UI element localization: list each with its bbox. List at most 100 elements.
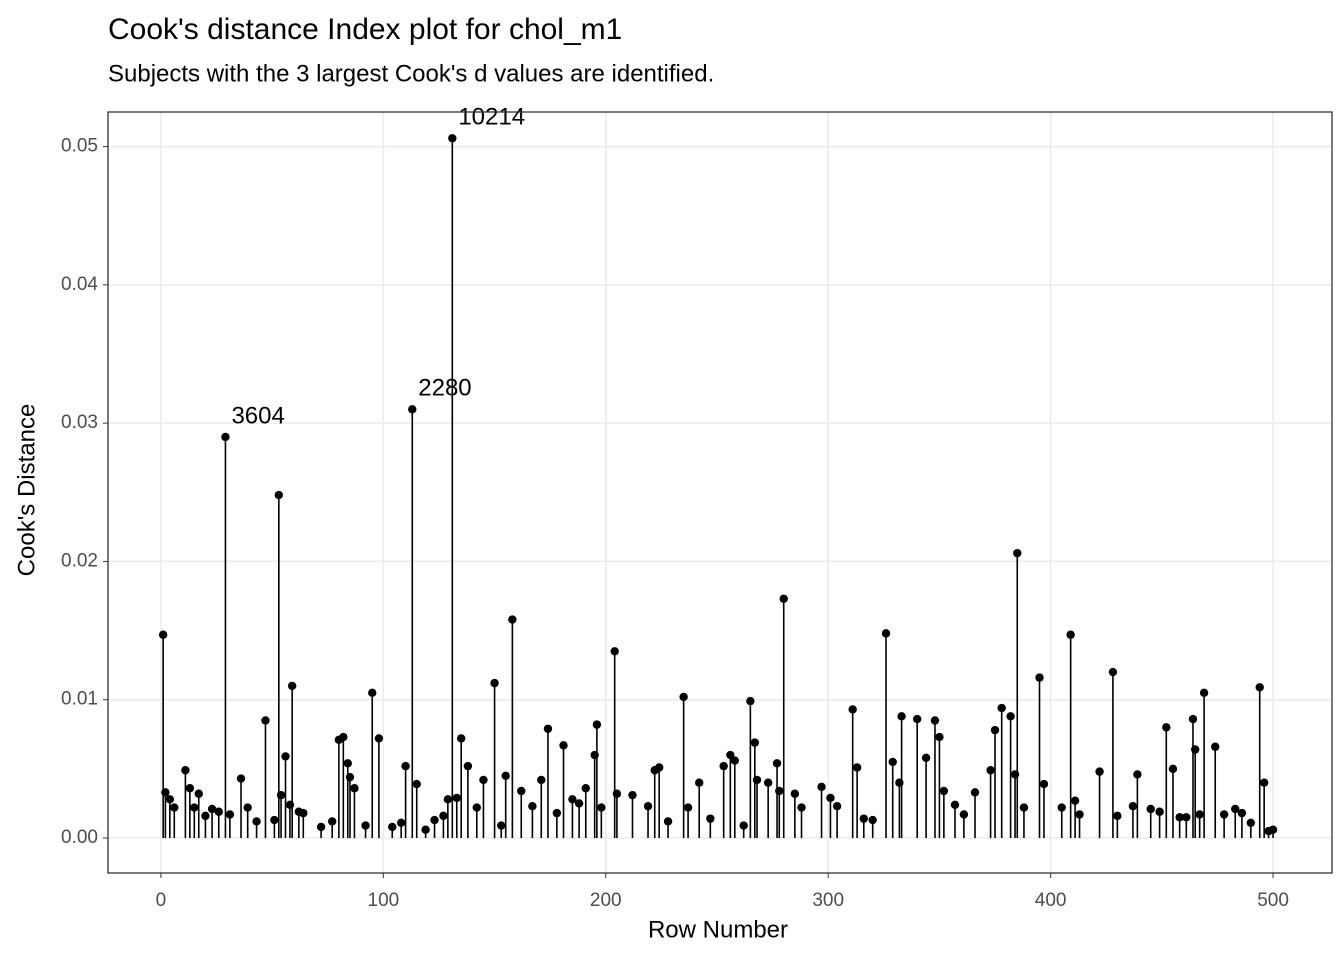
point	[225, 810, 235, 819]
point	[214, 807, 223, 816]
point-label: 3604	[231, 402, 284, 429]
point	[328, 817, 337, 826]
point	[276, 790, 286, 800]
point	[388, 822, 397, 832]
point	[921, 753, 931, 763]
y-tick-label: 0.01	[61, 689, 98, 710]
point-label: 10214	[458, 104, 525, 131]
x-tick-label: 500	[1257, 890, 1289, 911]
point	[1039, 779, 1049, 789]
point	[161, 788, 170, 797]
point	[1231, 804, 1240, 814]
point	[1246, 818, 1256, 828]
point	[270, 815, 279, 825]
y-tick-label: 0.04	[61, 274, 98, 295]
point	[528, 802, 537, 811]
point	[472, 803, 481, 812]
point	[610, 647, 619, 656]
point	[207, 804, 217, 814]
point	[339, 732, 348, 742]
point	[852, 763, 862, 772]
point	[897, 712, 906, 721]
point	[1219, 810, 1229, 819]
point-label: 2280	[418, 375, 471, 402]
chart-title: Cook's distance Index plot for chol_m1	[108, 13, 622, 46]
point	[374, 734, 384, 743]
point	[1006, 712, 1015, 721]
point	[497, 821, 506, 830]
point	[1070, 796, 1080, 805]
point	[750, 738, 760, 747]
y-tick-label: 0.03	[61, 412, 98, 433]
point	[401, 761, 410, 771]
point	[345, 772, 355, 782]
point	[517, 786, 526, 796]
point	[997, 703, 1006, 713]
y-tick-label: 0.00	[61, 827, 98, 848]
point	[190, 803, 199, 812]
point	[479, 775, 488, 785]
point	[1146, 804, 1155, 814]
point	[501, 771, 510, 780]
point	[817, 782, 826, 792]
point	[1168, 764, 1178, 774]
x-tick-label: 200	[590, 890, 622, 911]
point	[970, 788, 980, 797]
point	[826, 793, 835, 803]
point	[165, 795, 175, 804]
y-tick-label: 0.05	[61, 136, 98, 157]
x-tick-label: 0	[156, 890, 167, 911]
point	[559, 741, 568, 750]
point	[706, 814, 715, 823]
point	[628, 790, 637, 800]
point	[597, 803, 606, 812]
point	[695, 778, 704, 787]
point	[1057, 803, 1066, 812]
point	[316, 822, 326, 832]
point	[683, 803, 693, 812]
point	[574, 799, 584, 808]
point	[343, 759, 352, 768]
point	[158, 630, 168, 639]
point	[1162, 723, 1171, 732]
point	[581, 784, 590, 793]
point	[643, 802, 653, 811]
panel-border	[107, 111, 1333, 874]
point	[752, 775, 762, 785]
point	[274, 490, 284, 500]
point	[868, 815, 877, 825]
point	[537, 775, 546, 785]
point	[412, 779, 421, 789]
point	[1175, 813, 1184, 822]
point	[181, 766, 190, 775]
point	[508, 615, 517, 624]
point	[739, 821, 748, 830]
point	[568, 795, 577, 804]
point	[935, 732, 944, 742]
point	[408, 405, 417, 414]
point	[930, 716, 940, 725]
point	[939, 786, 949, 796]
point	[543, 724, 553, 733]
point	[590, 750, 599, 760]
point	[730, 756, 739, 765]
point	[1259, 778, 1269, 787]
point	[663, 817, 673, 826]
point	[261, 716, 270, 725]
point	[1128, 802, 1138, 811]
point	[201, 811, 210, 821]
point	[1182, 813, 1191, 822]
point	[439, 811, 448, 821]
point	[1195, 810, 1204, 819]
point	[797, 803, 806, 812]
point	[959, 810, 969, 819]
point	[430, 815, 439, 825]
point	[1010, 770, 1020, 779]
chart-subtitle: Subjects with the 3 largest Cook's d val…	[108, 60, 714, 87]
point	[779, 594, 788, 603]
x-axis-label: Row Number	[648, 916, 788, 943]
point	[1133, 770, 1142, 779]
point	[185, 784, 195, 793]
point	[1237, 808, 1247, 818]
